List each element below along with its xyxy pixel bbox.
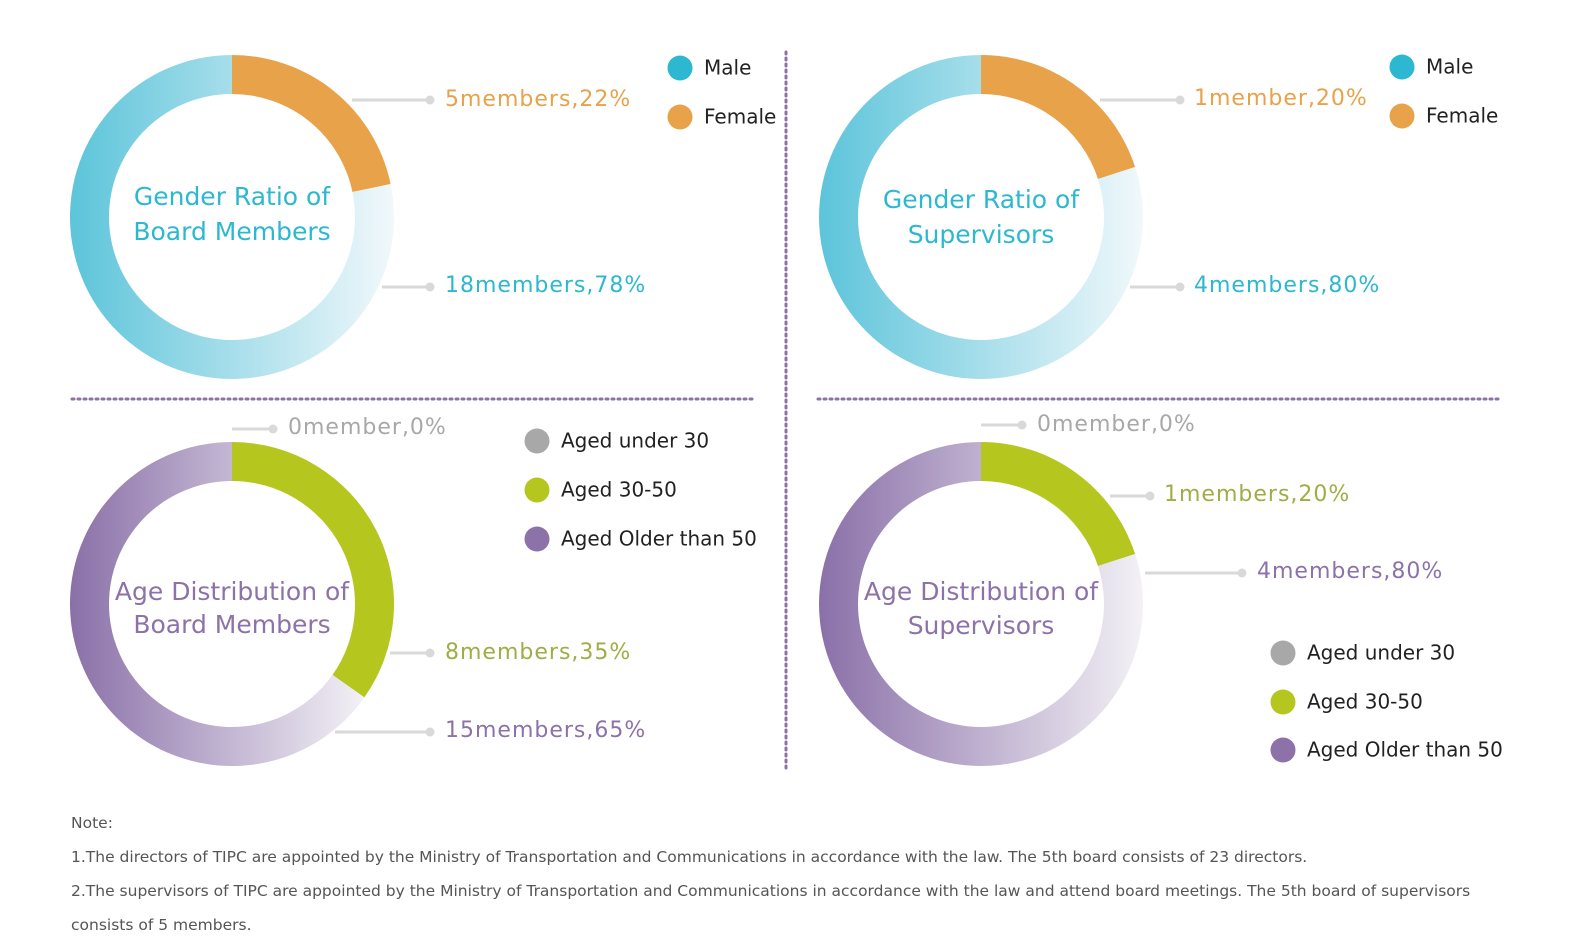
leader-dot (1237, 568, 1247, 578)
leader-dot (425, 648, 435, 658)
slice-female (981, 55, 1136, 179)
legend-label-female: Female (704, 105, 776, 129)
leader-dot (1145, 491, 1155, 501)
chart-title-line: Age Distribution of (864, 577, 1099, 606)
slice-female (232, 55, 391, 192)
legend-swatch-aged-30-50 (1270, 689, 1296, 715)
leader-dot (1175, 95, 1185, 105)
slice-label-aged-older-than-50: 4members,80% (1257, 559, 1443, 584)
leader-dot (268, 424, 278, 434)
donut-chart-age-distribution-of-supervisors: Age Distribution of Supervisors 0member,0%… (819, 412, 1503, 766)
legend-swatch-aged-under-30 (1270, 640, 1296, 666)
slice-aged-30-50 (232, 442, 395, 698)
legend: Aged under 30 Aged 30-50 Aged Older than 5… (524, 428, 757, 552)
chart-title-line: Supervisors (908, 220, 1055, 249)
slice-label-aged-under-30: 0member,0% (1037, 412, 1196, 437)
leader-dot (1017, 420, 1027, 430)
legend-label-aged-older-than-50: Aged Older than 50 (561, 527, 757, 551)
legend: Male Female (1389, 54, 1498, 129)
legend-swatch-aged-older-than-50 (1270, 737, 1296, 763)
notes-section: Note: 1.The directors of TIPC are appoin… (71, 806, 1501, 942)
legend: Male Female (667, 55, 776, 130)
slice-label-female: 5members,22% (445, 87, 631, 112)
donut-chart-age-distribution-of-board-members: Age Distribution of Board Members 0member,… (70, 415, 757, 766)
legend-label-female: Female (1426, 104, 1498, 128)
slice-label-aged-30-50: 8members,35% (445, 640, 631, 665)
note-line-1: 1.The directors of TIPC are appointed by… (71, 848, 1308, 866)
chart-title-line: Board Members (133, 610, 330, 639)
chart-title-line: Gender Ratio of (883, 185, 1081, 214)
leader-dot (1175, 282, 1185, 292)
legend-label-male: Male (704, 56, 751, 80)
slice-label-female: 1member,20% (1194, 86, 1368, 111)
slice-aged-30-50 (981, 442, 1136, 566)
legend-label-male: Male (1426, 55, 1473, 79)
legend-label-aged-under-30: Aged under 30 (1307, 641, 1455, 665)
legend-swatch-aged-under-30 (524, 428, 550, 454)
slice-label-aged-under-30: 0member,0% (288, 415, 447, 440)
legend-swatch-female (667, 104, 693, 130)
note-heading: Note: (71, 814, 113, 832)
slice-label-male: 4members,80% (1194, 273, 1380, 298)
chart-title-line: Age Distribution of (115, 577, 350, 606)
legend-swatch-male (1389, 54, 1415, 80)
charts-canvas: Gender Ratio of Board Members 5members,22%… (70, 50, 1503, 772)
chart-title-line: Board Members (133, 217, 330, 246)
leader-dot (425, 727, 435, 737)
legend-swatch-aged-30-50 (524, 477, 550, 503)
slice-label-aged-30-50: 1members,20% (1164, 482, 1350, 507)
chart-title-line: Gender Ratio of (134, 182, 332, 211)
legend-label-aged-30-50: Aged 30-50 (561, 478, 677, 502)
legend-label-aged-older-than-50: Aged Older than 50 (1307, 738, 1503, 762)
note-line-2: 2.The supervisors of TIPC are appointed … (71, 882, 1471, 934)
legend-swatch-female (1389, 103, 1415, 129)
chart-title-line: Supervisors (908, 611, 1055, 640)
donut-chart-gender-ratio-of-supervisors: Gender Ratio of Supervisors 1member,20% 4me… (819, 54, 1498, 379)
leader-dot (425, 95, 435, 105)
legend-swatch-male (667, 55, 693, 81)
slice-label-male: 18members,78% (445, 273, 646, 298)
legend-label-aged-30-50: Aged 30-50 (1307, 690, 1423, 714)
legend: Aged under 30 Aged 30-50 Aged Older than 5… (1270, 640, 1503, 763)
slice-label-aged-older-than-50: 15members,65% (445, 718, 646, 743)
legend-label-aged-under-30: Aged under 30 (561, 429, 709, 453)
legend-swatch-aged-older-than-50 (524, 526, 550, 552)
leader-dot (425, 282, 435, 292)
donut-chart-gender-ratio-of-board-members: Gender Ratio of Board Members 5members,22%… (70, 55, 776, 379)
